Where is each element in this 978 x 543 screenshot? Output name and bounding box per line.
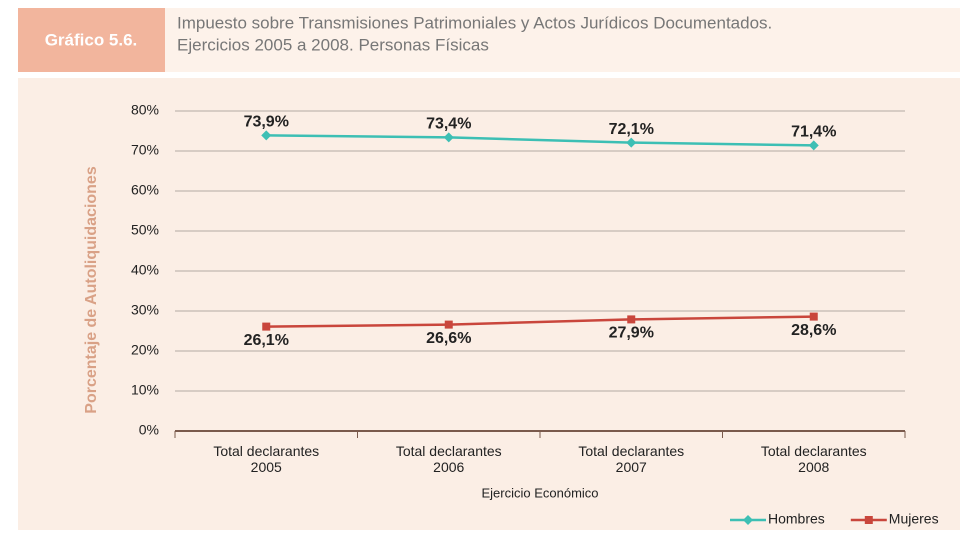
y-tick-label: 0% — [139, 422, 159, 438]
y-tick-label: 10% — [131, 382, 159, 398]
point — [627, 315, 636, 324]
chart-title: Ejercicios 2005 a 2008. Personas Físicas — [177, 35, 489, 54]
point — [864, 516, 873, 524]
chart-title: Impuesto sobre Transmisiones Patrimonial… — [177, 13, 772, 32]
point — [809, 312, 818, 321]
data-label: 26,1% — [244, 332, 289, 349]
point — [444, 320, 453, 329]
legend-label: Mujeres — [889, 511, 939, 527]
y-axis-title: Porcentaje de Autoliquidaciones — [83, 166, 100, 414]
point — [262, 322, 271, 331]
legend-label: Hombres — [768, 511, 825, 527]
x-tick-label: Total declarantes 2005 — [213, 443, 320, 475]
y-tick-label: 80% — [131, 102, 159, 118]
y-tick-label: 70% — [131, 142, 159, 158]
y-tick-label: 30% — [131, 302, 159, 318]
data-label: 73,9% — [244, 114, 289, 131]
point — [626, 137, 637, 148]
x-tick-label: Total declarantes 2007 — [578, 443, 685, 475]
data-label: 28,6% — [791, 322, 836, 339]
chart-panel — [18, 78, 960, 530]
header-band — [165, 8, 960, 72]
series-line — [266, 315, 814, 328]
y-tick-label: 60% — [131, 182, 159, 198]
y-tick-label: 20% — [131, 342, 159, 358]
y-tick-label: 40% — [131, 262, 159, 278]
data-label: 26,6% — [426, 330, 471, 347]
point — [743, 515, 753, 525]
x-tick-label: Total declarantes 2008 — [760, 443, 867, 475]
y-tick-label: 50% — [131, 222, 159, 238]
data-label: 72,1% — [609, 121, 654, 138]
point — [443, 132, 454, 143]
point — [808, 140, 819, 151]
data-label: 27,9% — [609, 325, 654, 342]
chart-label: Gráfico 5.6. — [45, 30, 138, 49]
label-box — [18, 8, 165, 72]
data-label: 71,4% — [791, 124, 836, 141]
x-axis-title: Ejercicio Económico — [481, 485, 598, 500]
series-line — [266, 134, 814, 147]
data-label: 73,4% — [426, 116, 471, 133]
x-tick-label: Total declarantes 2006 — [395, 443, 502, 475]
point — [261, 130, 272, 141]
